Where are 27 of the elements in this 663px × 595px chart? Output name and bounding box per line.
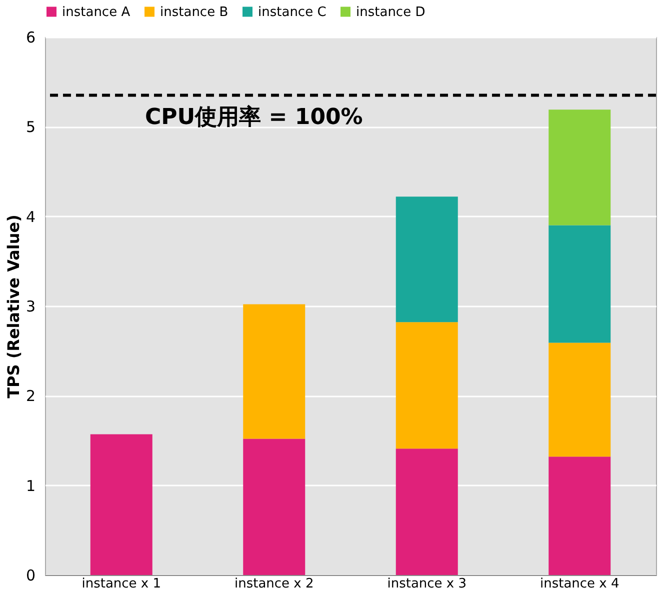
annotation: CPU使用率 = 100% — [145, 104, 363, 130]
bar — [548, 110, 611, 226]
legend-label: instance D — [356, 4, 426, 20]
bar — [396, 448, 458, 575]
bar — [243, 438, 306, 575]
x-tick-label: instance x 2 — [234, 576, 314, 592]
legend-label: instance A — [62, 4, 130, 20]
legend-label: instance B — [160, 4, 228, 20]
bar — [90, 434, 152, 575]
x-tick-label: instance x 1 — [82, 576, 162, 592]
x-tick-label: instance x 4 — [540, 576, 620, 592]
bar — [548, 456, 611, 575]
y-tick-label: 6 — [26, 28, 36, 46]
y-tick-label: 1 — [26, 476, 36, 495]
y-axis-title: TPS (Relative Value) — [4, 214, 23, 398]
y-tick-label: 2 — [26, 387, 36, 406]
legend-label: instance C — [258, 4, 326, 20]
bar — [243, 304, 306, 439]
x-tick-label: instance x 3 — [387, 576, 467, 592]
y-tick-label: 5 — [26, 118, 36, 136]
y-tick-label: 3 — [26, 298, 36, 316]
y-tick-label: 0 — [26, 566, 36, 584]
bar — [396, 196, 458, 322]
bar — [548, 342, 611, 457]
bar — [396, 322, 458, 449]
y-tick-label: 4 — [26, 208, 36, 226]
bar — [548, 225, 611, 343]
